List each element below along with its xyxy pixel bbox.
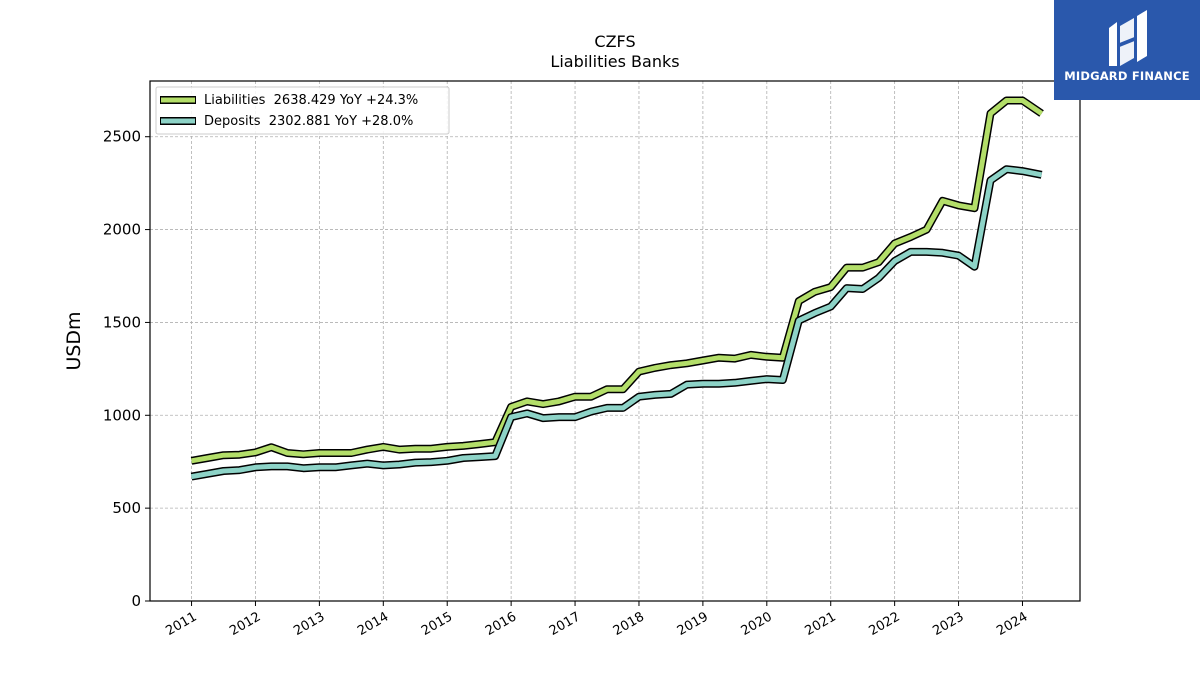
x-tick-label: 2023: [930, 609, 966, 639]
y-tick-label: 500: [112, 499, 141, 517]
chart-subtitle: Liabilities Banks: [550, 52, 679, 71]
x-tick-label: 2011: [163, 609, 199, 639]
legend-label-liabilities: Liabilities 2638.429 YoY +24.3%: [204, 93, 418, 108]
x-tick-label: 2020: [739, 609, 775, 639]
legend-box: [155, 86, 450, 135]
midgard-logo-icon: [1109, 10, 1147, 66]
x-tick-label: 2024: [994, 609, 1030, 639]
x-tick-label: 2022: [866, 609, 902, 639]
legend: Liabilities 2638.429 YoY +24.3% Deposits…: [155, 86, 450, 135]
x-tick-label: 2018: [611, 609, 647, 639]
x-axis: 2011 2012 2013 2014 2015 2016 2017 2018 2019 2020…: [163, 601, 1030, 639]
grid: [150, 81, 1080, 601]
x-tick-label: 2015: [419, 609, 455, 639]
x-tick-label: 2014: [355, 609, 391, 639]
y-tick-label: 2500: [103, 128, 141, 146]
y-axis: 0 500 1000 1500 2000 2500: [103, 128, 150, 610]
x-tick-label: 2013: [291, 609, 327, 639]
y-axis-label: USDm: [63, 311, 85, 370]
x-tick-label: 2021: [803, 609, 839, 639]
x-tick-label: 2019: [675, 609, 711, 639]
y-tick-label: 0: [131, 592, 141, 610]
chart-title: CZFS: [594, 32, 635, 51]
x-tick-label: 2016: [483, 609, 519, 639]
series-line-liabilities: [191, 98, 1044, 464]
series-layer: [190, 96, 1044, 481]
plot-frame: [149, 80, 1081, 602]
x-tick-label: 2017: [547, 609, 583, 639]
brand-logo: MIDGARD FINANCE: [1054, 0, 1200, 100]
legend-label-deposits: Deposits 2302.881 YoY +28.0%: [204, 114, 413, 129]
x-tick-label: 2012: [227, 609, 263, 639]
brand-name: MIDGARD FINANCE: [1064, 69, 1190, 83]
series-line-deposits: [191, 166, 1043, 480]
y-tick-label: 1000: [103, 406, 141, 424]
y-tick-label: 1500: [103, 313, 141, 331]
y-tick-label: 2000: [103, 221, 141, 239]
